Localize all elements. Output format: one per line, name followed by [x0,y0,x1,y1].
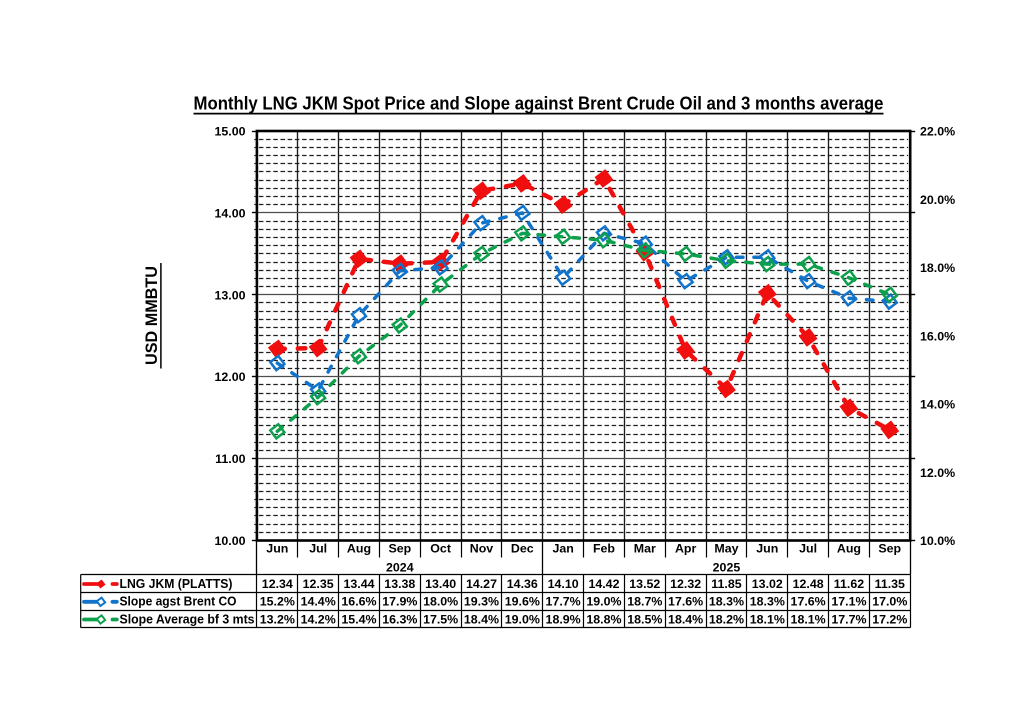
svg-text:11.35: 11.35 [875,577,905,591]
svg-text:10.00: 10.00 [214,534,245,548]
svg-text:11.62: 11.62 [834,577,864,591]
svg-text:Apr: Apr [675,542,697,556]
svg-text:Monthly LNG JKM Spot Price and: Monthly LNG JKM Spot Price and Slope aga… [194,93,884,114]
svg-text:Dec: Dec [511,542,534,556]
svg-text:Aug: Aug [347,542,371,556]
svg-text:20.0%: 20.0% [920,193,955,207]
svg-text:18.1%: 18.1% [750,612,785,626]
svg-text:Feb: Feb [593,542,615,556]
svg-text:14.00: 14.00 [214,206,245,220]
svg-text:14.36: 14.36 [507,577,538,591]
svg-text:18.7%: 18.7% [627,595,662,609]
svg-text:18.8%: 18.8% [586,612,621,626]
svg-text:18.1%: 18.1% [791,612,826,626]
svg-text:USD MMBTU: USD MMBTU [143,266,161,365]
svg-text:13.00: 13.00 [214,288,245,302]
svg-text:2024: 2024 [386,560,414,574]
svg-text:16.3%: 16.3% [382,612,417,626]
svg-text:14.27: 14.27 [466,577,497,591]
svg-text:17.5%: 17.5% [423,612,458,626]
svg-text:13.38: 13.38 [384,577,415,591]
svg-text:Mar: Mar [634,542,656,556]
svg-text:15.00: 15.00 [214,125,245,139]
svg-text:18.9%: 18.9% [546,612,581,626]
svg-text:May: May [714,542,738,556]
svg-text:14.42: 14.42 [588,577,619,591]
svg-text:17.7%: 17.7% [831,612,866,626]
svg-text:14.0%: 14.0% [920,398,955,412]
svg-text:19.0%: 19.0% [505,612,540,626]
svg-text:19.3%: 19.3% [464,595,499,609]
svg-text:Slope agst Brent CO: Slope agst Brent CO [120,594,237,609]
svg-text:14.10: 14.10 [548,577,579,591]
svg-text:13.44: 13.44 [343,577,374,591]
svg-text:17.6%: 17.6% [791,595,826,609]
svg-text:2025: 2025 [713,560,741,574]
svg-text:Nov: Nov [470,542,494,556]
svg-text:LNG JKM (PLATTS): LNG JKM (PLATTS) [120,576,233,591]
svg-text:15.2%: 15.2% [260,595,295,609]
svg-text:Oct: Oct [430,542,451,556]
svg-text:19.6%: 19.6% [505,595,540,609]
svg-text:13.40: 13.40 [425,577,456,591]
svg-text:18.3%: 18.3% [750,595,785,609]
svg-text:19.0%: 19.0% [586,595,621,609]
svg-text:18.4%: 18.4% [668,612,703,626]
svg-text:18.0%: 18.0% [920,261,955,275]
svg-text:10.0%: 10.0% [920,534,955,548]
svg-text:12.48: 12.48 [793,577,824,591]
svg-text:17.6%: 17.6% [668,595,703,609]
svg-text:18.5%: 18.5% [627,612,662,626]
svg-text:18.4%: 18.4% [464,612,499,626]
svg-text:18.3%: 18.3% [709,595,744,609]
svg-text:12.0%: 12.0% [920,466,955,480]
svg-text:15.4%: 15.4% [341,612,376,626]
svg-text:Sep: Sep [878,542,901,556]
svg-text:18.0%: 18.0% [423,595,458,609]
svg-text:Jan: Jan [552,542,573,556]
svg-text:Jul: Jul [799,542,817,556]
svg-text:14.2%: 14.2% [301,612,336,626]
svg-text:16.0%: 16.0% [920,329,955,343]
svg-text:11.85: 11.85 [711,577,741,591]
svg-text:12.34: 12.34 [262,577,293,591]
svg-text:Jun: Jun [756,542,778,556]
svg-text:13.2%: 13.2% [260,612,295,626]
svg-text:12.35: 12.35 [303,577,334,591]
svg-text:14.4%: 14.4% [301,595,336,609]
svg-text:Slope Average bf 3 mts: Slope Average bf 3 mts [120,611,255,626]
svg-text:12.32: 12.32 [670,577,701,591]
svg-text:12.00: 12.00 [214,370,245,384]
svg-text:17.7%: 17.7% [546,595,581,609]
svg-text:22.0%: 22.0% [920,125,955,139]
svg-text:13.02: 13.02 [752,577,783,591]
svg-text:Jun: Jun [266,542,288,556]
svg-text:Jul: Jul [309,542,327,556]
svg-text:18.2%: 18.2% [709,612,744,626]
svg-text:13.52: 13.52 [629,577,660,591]
svg-text:11.00: 11.00 [215,452,245,466]
svg-text:Aug: Aug [837,542,861,556]
svg-text:17.9%: 17.9% [382,595,417,609]
svg-text:17.0%: 17.0% [872,595,907,609]
svg-text:17.1%: 17.1% [831,595,866,609]
svg-text:Sep: Sep [388,542,411,556]
svg-text:17.2%: 17.2% [872,612,907,626]
svg-text:16.6%: 16.6% [341,595,376,609]
